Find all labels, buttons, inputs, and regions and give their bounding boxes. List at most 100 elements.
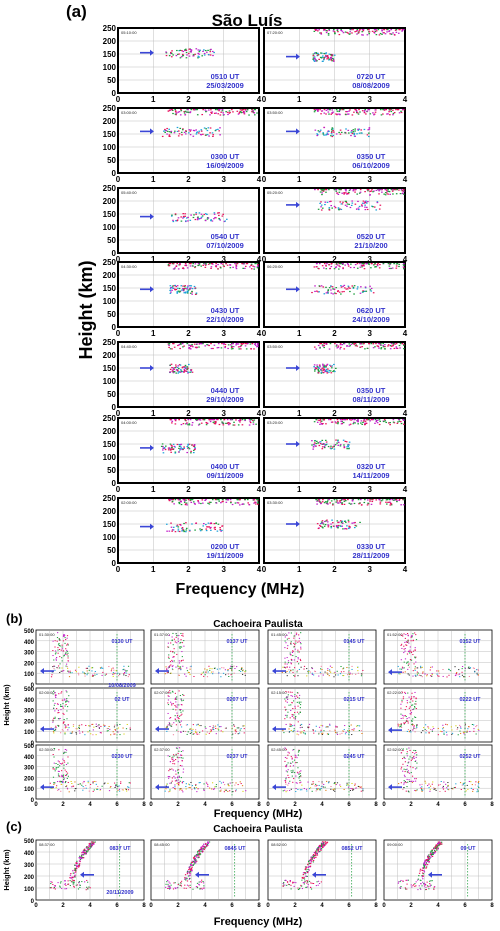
- echo-dot: [389, 344, 392, 347]
- echo-dot: [327, 524, 329, 526]
- echo-dot: [424, 780, 426, 782]
- echo-dot: [61, 670, 64, 672]
- echo-dot: [349, 290, 351, 293]
- echo-dot: [429, 789, 431, 791]
- echo-dot: [361, 31, 364, 33]
- panel-timestamp: 01:45:00: [271, 632, 287, 637]
- echo-dot: [403, 768, 405, 770]
- echo-dot: [357, 113, 360, 115]
- echo-dot: [246, 263, 249, 265]
- echo-dot: [410, 759, 412, 761]
- echo-dot: [72, 872, 74, 874]
- echo-dot: [303, 668, 305, 670]
- echo-dot: [194, 53, 196, 55]
- echo-dot: [386, 503, 388, 505]
- echo-dot: [379, 204, 382, 206]
- echo-dot: [297, 772, 299, 774]
- echo-dot: [190, 371, 193, 373]
- echo-dot: [399, 347, 401, 349]
- echo-dot: [332, 522, 334, 524]
- echo-dot: [323, 293, 326, 295]
- echo-dot: [192, 135, 195, 137]
- echo-dot: [244, 419, 246, 421]
- echo-dot: [403, 782, 405, 784]
- echo-dot: [210, 671, 213, 673]
- echo-dot: [236, 110, 239, 112]
- echo-dot: [169, 289, 171, 292]
- echo-dot: [321, 190, 323, 192]
- echo-dot: [49, 887, 52, 889]
- echo-dot: [348, 444, 350, 446]
- echo-dot: [320, 369, 323, 371]
- echo-dot: [174, 777, 176, 779]
- echo-dot: [189, 419, 192, 421]
- echo-dot: [239, 781, 241, 783]
- echo-dot: [366, 134, 369, 136]
- echo-dot: [209, 54, 212, 56]
- echo-dot: [388, 111, 390, 113]
- echo-dot: [180, 285, 183, 287]
- echo-dot: [346, 193, 348, 195]
- echo-dot: [415, 780, 417, 782]
- echo-dot: [408, 772, 411, 774]
- echo-dot: [200, 213, 203, 215]
- echo-dot: [193, 130, 196, 132]
- echo-dot: [394, 499, 397, 501]
- echo-dot: [412, 650, 415, 652]
- echo-dot: [223, 791, 225, 793]
- echo-dot: [128, 674, 130, 676]
- echo-dot: [332, 128, 334, 130]
- echo-dot: [185, 423, 188, 425]
- echo-dot: [293, 730, 295, 732]
- echo-dot: [361, 202, 364, 204]
- echo-dot: [176, 716, 178, 718]
- panel-date-label: 28/11/2009: [352, 551, 389, 560]
- echo-dot: [408, 747, 410, 749]
- echo-dot: [349, 109, 351, 111]
- echo-dot: [173, 648, 175, 650]
- echo-dot: [403, 645, 405, 647]
- echo-dot: [57, 725, 60, 727]
- echo-dot: [178, 781, 180, 783]
- echo-dot: [461, 784, 463, 786]
- echo-dot: [337, 346, 340, 348]
- echo-dot: [118, 790, 121, 792]
- echo-dot: [289, 652, 291, 654]
- echo-dot: [391, 189, 394, 191]
- echo-dot: [116, 724, 118, 726]
- echo-dot: [321, 781, 323, 783]
- echo-dot: [89, 845, 91, 847]
- echo-dot: [205, 128, 207, 130]
- echo-dot: [332, 446, 334, 448]
- echo-dot: [294, 707, 296, 709]
- echo-dot: [228, 112, 231, 114]
- echo-dot: [322, 190, 325, 192]
- echo-dot: [315, 59, 317, 61]
- arrow-icon: [272, 784, 276, 791]
- echo-dot: [299, 707, 301, 709]
- echo-dot: [188, 443, 191, 445]
- echo-dot: [362, 343, 364, 345]
- echo-dot: [287, 784, 289, 786]
- echo-dot: [176, 634, 178, 636]
- echo-dot: [200, 265, 203, 267]
- echo-dot: [85, 851, 87, 853]
- echo-dot: [334, 790, 336, 792]
- echo-dot: [378, 193, 380, 195]
- echo-dot: [229, 499, 232, 501]
- echo-dot: [348, 525, 350, 527]
- echo-dot: [235, 343, 238, 345]
- echo-dot: [318, 781, 320, 783]
- echo-dot: [241, 109, 243, 111]
- echo-dot: [407, 635, 409, 637]
- echo-dot: [165, 668, 168, 670]
- echo-dot: [325, 366, 327, 368]
- echo-dot: [53, 668, 55, 670]
- echo-dot: [299, 658, 301, 660]
- x-tick-label: 1: [297, 255, 302, 264]
- echo-dot: [337, 674, 339, 676]
- echo-dot: [330, 265, 333, 268]
- echo-dot: [379, 343, 381, 345]
- echo-dot: [168, 135, 171, 137]
- echo-dot: [282, 730, 284, 732]
